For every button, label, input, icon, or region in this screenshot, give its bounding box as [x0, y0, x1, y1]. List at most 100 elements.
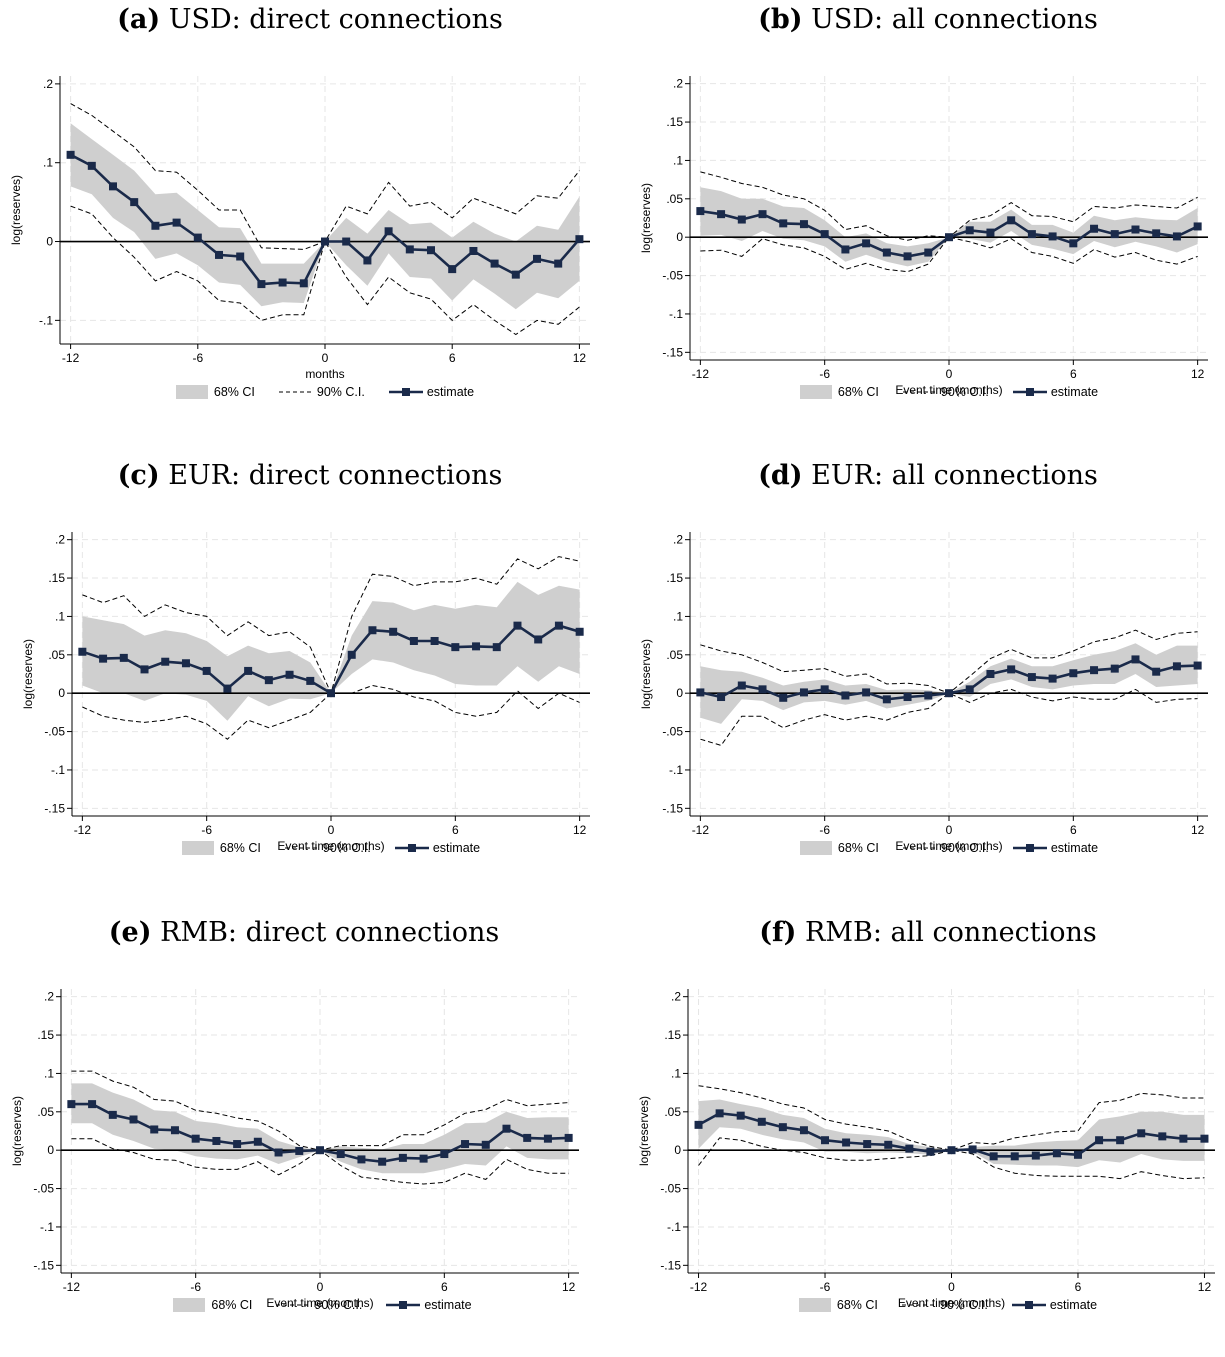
estimate-point: [945, 689, 953, 698]
estimate-point: [285, 670, 294, 679]
y-tick-label: .05: [666, 192, 683, 206]
y-axis-label: log(reserves): [639, 183, 653, 253]
x-axis-label: Event time (months): [898, 1296, 1005, 1310]
x-tick-label: 6: [449, 351, 456, 365]
estimate-point: [1200, 1134, 1209, 1143]
y-tick-label: -.15: [44, 801, 65, 815]
y-axis-label: log(reserves): [10, 1096, 24, 1166]
chart-title-letter: (c): [117, 460, 160, 491]
chart-svg: .2 .15 .1 .05 0 -.05 -.1 -.15 -12 -6 0 6 12 Event tim…: [10, 989, 579, 1310]
estimate-point: [842, 1138, 851, 1147]
y-axis-label: log(reserves): [9, 175, 23, 245]
estimate-point: [1179, 1134, 1188, 1143]
estimate-point: [1027, 230, 1036, 239]
legend-item-ci90: 90% C.I.: [902, 385, 989, 399]
x-axis-label: months: [305, 367, 344, 381]
estimate-point: [924, 691, 933, 700]
chart-title-text: RMB: all connections: [805, 917, 1097, 948]
estimate-point: [820, 685, 829, 694]
estimate-point: [757, 1117, 766, 1126]
chart-legend: 68% CI 90% C.I. estimate: [10, 838, 610, 858]
legend-label-ci68: 68% CI: [837, 385, 879, 399]
ci90-lower-line: [698, 1137, 1205, 1180]
y-tick-label: -.05: [662, 725, 683, 739]
estimate-point: [233, 1140, 242, 1149]
chart-title: (c) EUR: direct connections: [10, 460, 610, 491]
estimate-point: [140, 665, 149, 674]
estimate-point: [799, 1126, 808, 1135]
estimate-point: [884, 1140, 893, 1149]
estimate-point: [758, 210, 767, 219]
legend-item-estimate: estimate: [388, 385, 475, 399]
estimate-point: [67, 1100, 76, 1109]
y-tick-label: -.1: [667, 1220, 681, 1234]
legend-label-ci90: 90% C.I.: [322, 841, 371, 855]
estimate-point: [1010, 1152, 1019, 1161]
ci68-swatch-icon: [798, 1298, 831, 1312]
dashed-line-icon: [902, 391, 937, 393]
y-tick-label: .1: [44, 1066, 54, 1080]
legend-item-ci68: 68% CI: [173, 1298, 252, 1312]
chart-legend: 68% CI 90% C.I. estimate: [628, 838, 1225, 858]
y-tick-label: 0: [674, 1143, 681, 1157]
estimate-point: [405, 245, 414, 254]
y-tick-label: .2: [55, 533, 65, 547]
estimate-point: [717, 210, 726, 219]
x-axis-label: Event time (months): [895, 383, 1002, 397]
y-tick-label: -.1: [39, 313, 53, 327]
x-tick-label: -6: [819, 823, 830, 837]
dashed-line-icon: [276, 1304, 311, 1306]
estimate-point: [492, 643, 501, 652]
legend-label-estimate: estimate: [426, 385, 475, 399]
estimate-point: [736, 1111, 745, 1120]
estimate-point: [306, 676, 315, 685]
estimate-point: [696, 688, 705, 697]
legend-label-ci90: 90% C.I.: [940, 841, 989, 855]
chart-panel: (d) EUR: all connections .2 .15 .1 .05 0 -.05 -…: [628, 460, 1225, 900]
x-tick-label: -6: [190, 1280, 201, 1294]
x-tick-label: -12: [63, 1280, 81, 1294]
chart-panel: (c) EUR: direct connections .2 .15 .1 .05 0 -.…: [10, 460, 610, 900]
x-tick-label: 12: [573, 823, 587, 837]
legend-label-ci90: 90% C.I.: [314, 1298, 363, 1312]
legend-item-estimate: estimate: [1011, 1298, 1097, 1312]
estimate-line-icon: [1012, 388, 1047, 396]
y-tick-label: .15: [37, 1028, 54, 1042]
ci90-lower-line: [700, 236, 1198, 273]
estimate-point: [924, 248, 933, 257]
estimate-point: [223, 684, 232, 693]
legend-item-ci68: 68% CI: [798, 1298, 878, 1312]
estimate-point: [841, 691, 850, 700]
legend-item-ci68: 68% CI: [799, 385, 879, 399]
x-axis-label: Event time (months): [277, 839, 384, 853]
estimate-point: [1027, 673, 1036, 682]
x-axis-label: Event time (months): [266, 1296, 373, 1310]
estimate-point: [193, 233, 202, 242]
x-tick-label: -12: [692, 367, 710, 381]
estimate-point: [1158, 1132, 1167, 1141]
dashed-line-icon: [284, 847, 319, 849]
estimate-point: [523, 1133, 532, 1142]
chart-title: (d) EUR: all connections: [628, 460, 1225, 491]
y-axis-label: log(reserves): [21, 639, 35, 709]
y-tick-label: -.05: [660, 1182, 681, 1196]
legend-label-estimate: estimate: [424, 1298, 472, 1312]
x-tick-label: 0: [946, 823, 953, 837]
y-tick-label: -.05: [44, 725, 65, 739]
y-tick-label: .05: [664, 1105, 681, 1119]
x-tick-label: 12: [573, 351, 587, 365]
estimate-point: [986, 228, 995, 237]
estimate-point: [737, 681, 746, 690]
chart-title-text: USD: direct connections: [168, 4, 503, 35]
estimate-point: [543, 1134, 552, 1143]
chart-title: (f) RMB: all connections: [628, 917, 1225, 948]
ci68-swatch-icon: [799, 841, 832, 855]
estimate-point: [965, 226, 974, 235]
estimate-point: [965, 685, 974, 694]
estimate-point: [989, 1152, 998, 1161]
estimate-point: [534, 635, 543, 644]
y-tick-label: .2: [43, 77, 53, 91]
estimate-point: [882, 248, 891, 257]
estimate-point: [109, 182, 117, 191]
chart-title-text: USD: all connections: [811, 4, 1098, 35]
